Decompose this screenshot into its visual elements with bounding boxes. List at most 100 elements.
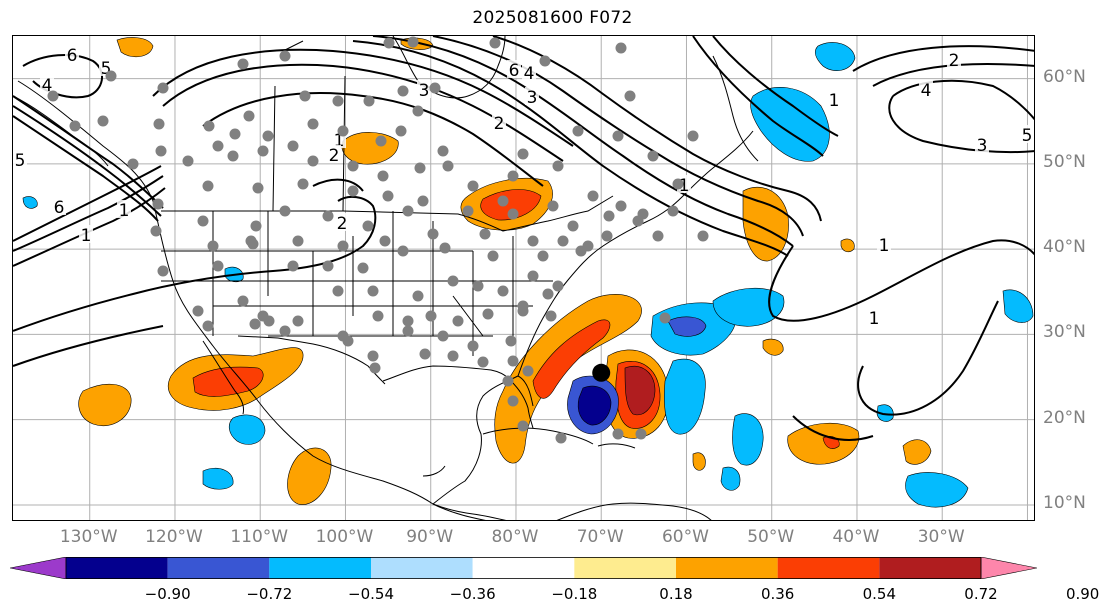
contour-label-bg (975, 135, 989, 153)
station-dot (347, 185, 359, 197)
station-dot (229, 128, 241, 140)
station-dot (155, 145, 167, 157)
contour-label-bg (827, 90, 841, 108)
contour-west-4 (13, 165, 162, 242)
contour-label: 1 (879, 236, 890, 256)
colorbar-tick-label: 0.36 (760, 585, 795, 603)
colorbar-tick-label: 0.90 (1065, 585, 1100, 603)
shade-orange-atl-4 (762, 338, 784, 356)
station-dot (502, 375, 514, 387)
station-dot (517, 305, 529, 317)
latitude-label: 40°N (1043, 237, 1086, 258)
longitude-label: 60°W (661, 527, 709, 547)
contour-label-bg (335, 213, 349, 231)
station-dot (437, 145, 449, 157)
station-dot (202, 180, 214, 192)
shade-cyan-atl-10 (720, 466, 741, 491)
station-dot (687, 130, 699, 142)
shade-orange-pac-2 (287, 447, 332, 505)
longitude-label: 70°W (576, 527, 624, 547)
colorbar-segment (574, 557, 676, 579)
station-dot (615, 42, 627, 54)
contour-sw-1 (312, 178, 364, 192)
shade-orange-gom (116, 37, 154, 58)
colorbar-segment (371, 557, 473, 579)
colorbar-tick-label: 0.72 (964, 585, 998, 603)
station-dot (287, 140, 299, 152)
station-dot (322, 210, 334, 222)
station-dot (437, 330, 449, 342)
station-dot (527, 270, 539, 282)
contour-label: 6 (54, 198, 65, 218)
station-dot (497, 195, 509, 207)
station-dots (47, 36, 709, 444)
shade-red-storm-arc (532, 319, 611, 399)
longitude-label: 110°W (230, 527, 289, 547)
contour-label: 5 (15, 151, 26, 171)
coast-gulf-north (382, 365, 512, 382)
colorbar-extend-high (980, 557, 1037, 579)
longitude-label: 40°W (832, 527, 880, 547)
station-dot (337, 125, 349, 137)
shade-orange-atl-6 (692, 452, 706, 471)
station-dot (697, 230, 709, 242)
contour-label: 1 (119, 201, 130, 221)
contour-east-3 (792, 415, 874, 441)
contour-label: 4 (921, 81, 932, 101)
station-dot (97, 115, 109, 127)
station-dot (257, 310, 269, 322)
station-dot (203, 120, 215, 132)
contour-label-bg (40, 75, 54, 93)
shade-cyan-atl-8 (905, 472, 969, 508)
station-dot (402, 325, 414, 337)
contour-ne-3 (852, 45, 1034, 72)
longitude-label: 90°W (406, 527, 454, 547)
station-dot (202, 320, 214, 332)
station-dot (472, 280, 484, 292)
contour-label-bg (79, 225, 93, 243)
contour-west-5 (13, 175, 164, 252)
border-states-3 (452, 236, 553, 356)
station-dot (243, 110, 255, 122)
station-dot (612, 130, 624, 142)
station-dot (545, 310, 557, 322)
station-dot (522, 365, 534, 377)
contour-label: 1 (679, 176, 690, 196)
station-dot (672, 178, 684, 190)
station-dot (247, 238, 259, 250)
shade-red-lakes (480, 189, 542, 221)
longitude-label: 80°W (491, 527, 539, 547)
contour-ne-1 (692, 36, 824, 157)
contour-mid-1 (13, 195, 377, 332)
station-dot (299, 90, 311, 102)
station-dot (542, 288, 554, 300)
coast-sa (556, 502, 712, 520)
station-dot (452, 315, 464, 327)
station-dot (332, 285, 344, 297)
contour-label-bg (1020, 125, 1034, 143)
station-dot (379, 235, 391, 247)
shade-cyan-pac-1 (228, 414, 266, 445)
colorbar-tick-label: 0.54 (862, 585, 897, 603)
station-dot (397, 85, 409, 97)
station-dot (567, 220, 579, 232)
colorbar-extend-low (10, 557, 67, 579)
station-dot (659, 312, 671, 324)
station-dot (279, 50, 291, 62)
station-dot (652, 230, 664, 242)
contour-ne-2 (712, 36, 839, 137)
station-dot (647, 150, 659, 162)
station-dot (369, 362, 381, 374)
colorbar-segment (777, 557, 880, 579)
colorbar-tick-label: −0.36 (449, 585, 496, 603)
contour-east-1 (768, 239, 1034, 322)
station-dot (347, 160, 359, 172)
station-dot (507, 395, 519, 407)
contour-mid-2 (13, 325, 164, 367)
station-dot (425, 310, 437, 322)
longitude-label: 50°W (747, 527, 795, 547)
shade-orange-atl-2 (787, 422, 860, 465)
station-dot (402, 205, 414, 217)
contour-label: 1 (81, 226, 92, 246)
